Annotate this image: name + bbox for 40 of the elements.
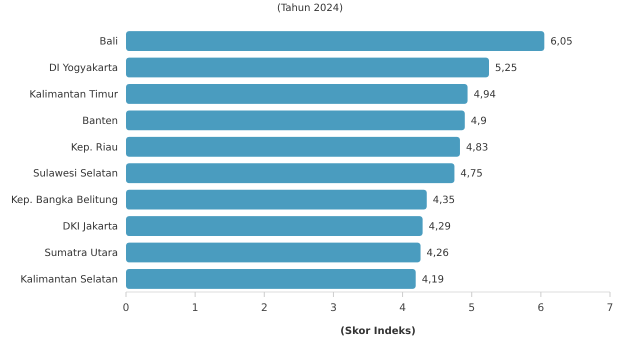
data-label: 4,35 <box>432 195 456 206</box>
data-label: 4,29 <box>428 222 451 233</box>
data-label: 4,26 <box>426 248 449 259</box>
x-tick-label: 2 <box>260 302 268 314</box>
data-label: 4,83 <box>466 142 488 154</box>
bar <box>126 136 460 157</box>
data-label: 6,05 <box>550 36 573 48</box>
y-tick-label: Kalimantan Timur <box>29 89 119 100</box>
bar <box>126 163 454 184</box>
data-label: 4,19 <box>422 274 444 286</box>
bar <box>126 84 468 104</box>
data-label: 4,9 <box>470 116 487 127</box>
y-tick-label: DKI Jakarta <box>62 222 118 233</box>
x-axis-title: (Skor Indeks) <box>340 326 416 337</box>
x-tick-label: 6 <box>538 302 545 314</box>
x-tick-label: 1 <box>192 302 198 314</box>
data-label: 4,94 <box>474 89 496 100</box>
y-tick-label: Sulawesi Selatan <box>33 168 118 180</box>
bar <box>126 190 427 210</box>
bar <box>126 58 489 78</box>
y-tick-label: Kalimantan Selatan <box>20 274 118 286</box>
y-tick-label: Kep. Riau <box>70 142 118 154</box>
data-label: 5,25 <box>495 63 518 74</box>
y-tick-label: DI Yogyakarta <box>48 63 118 74</box>
x-tick-label: 4 <box>399 302 406 314</box>
bar <box>126 31 544 51</box>
y-tick-label: Banten <box>82 116 118 127</box>
bar <box>126 242 421 262</box>
y-tick-label: Bali <box>99 36 118 48</box>
x-tick-label: 3 <box>330 302 337 314</box>
bar <box>126 216 423 236</box>
bar <box>126 110 465 130</box>
x-tick-label: 7 <box>606 302 614 314</box>
chart-subtitle: (Tahun 2024) <box>276 3 344 14</box>
x-tick-label: 0 <box>122 302 130 314</box>
data-label: 4,75 <box>460 168 483 180</box>
y-tick-label: Sumatra Utara <box>44 248 118 259</box>
bar <box>126 269 416 289</box>
y-tick-label: Kep. Bangka Belitung <box>10 195 118 206</box>
x-tick-label: 5 <box>468 302 476 314</box>
